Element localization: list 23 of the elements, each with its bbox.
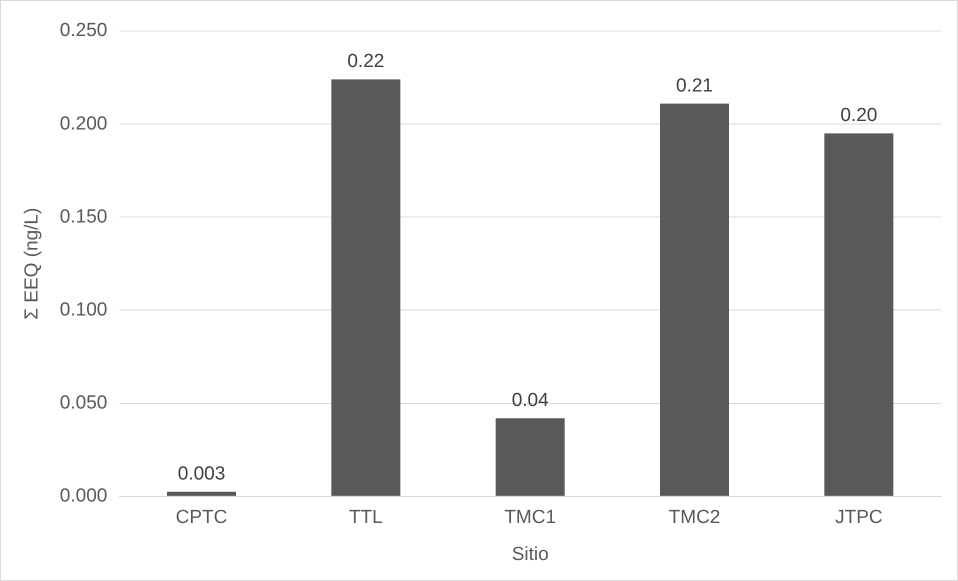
y-axis-title: Σ EEQ (ng/L) xyxy=(22,208,43,320)
y-tick-label: 0.250 xyxy=(60,20,108,42)
data-label: 0.21 xyxy=(676,75,713,96)
y-tick-label: 0.000 xyxy=(60,486,108,507)
y-tick-label: 0.050 xyxy=(60,392,108,414)
x-tick-label: JTPC xyxy=(835,507,883,528)
y-tick-label: 0.100 xyxy=(60,299,108,320)
x-tick-label: TTL xyxy=(348,507,383,528)
x-tick-label: CPTC xyxy=(176,507,228,528)
bar xyxy=(660,104,730,496)
bar xyxy=(496,418,565,496)
x-tick-label: TMC1 xyxy=(504,507,556,528)
bar xyxy=(167,492,236,496)
bar xyxy=(331,79,400,496)
data-label: 0.20 xyxy=(840,105,878,126)
y-tick-label: 0.150 xyxy=(60,206,108,228)
bar xyxy=(824,133,894,496)
data-label: 0.04 xyxy=(512,390,550,411)
data-label: 0.003 xyxy=(178,463,226,484)
y-tick-label: 0.200 xyxy=(60,113,108,134)
x-tick-label: TMC2 xyxy=(668,507,720,528)
x-axis-title: Sitio xyxy=(512,544,549,565)
data-label: 0.22 xyxy=(347,51,384,72)
